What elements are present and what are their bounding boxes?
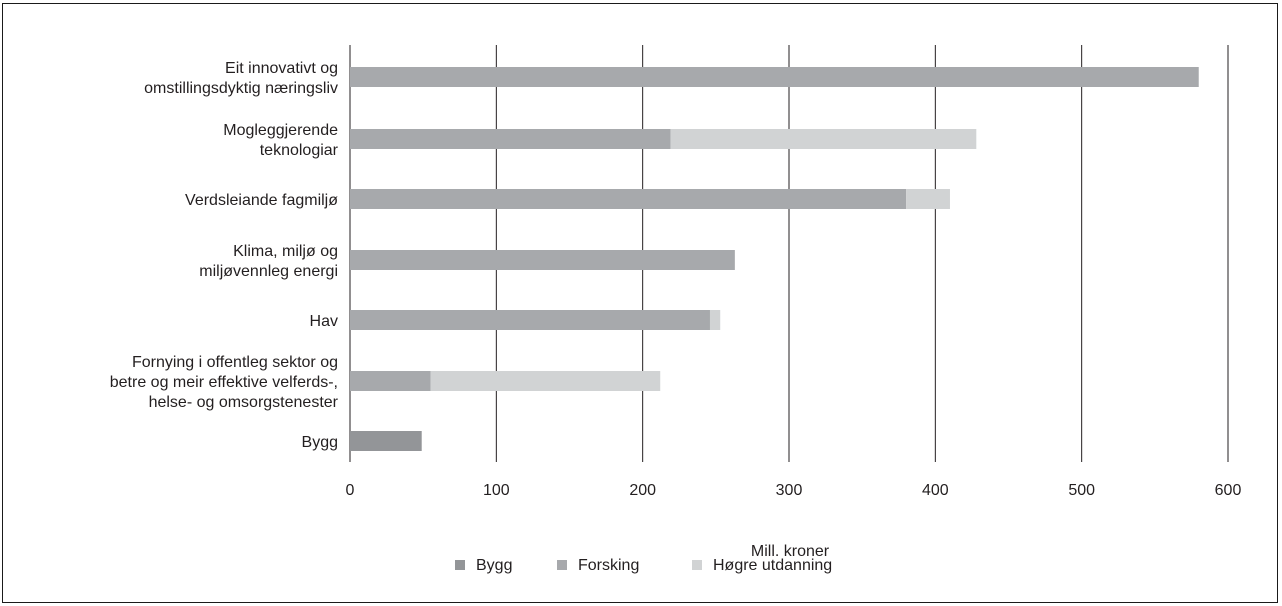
legend-label: Bygg xyxy=(476,557,512,574)
legend-swatch xyxy=(692,560,702,570)
category-label-line: teknologiar xyxy=(260,142,339,159)
x-tick-label: 600 xyxy=(1215,482,1242,499)
category-label-line: Hav xyxy=(310,313,338,330)
category-label: Klima, miljø og miljøvennleg energi xyxy=(199,243,338,280)
category-label-line: omstillingsdyktig næringsliv xyxy=(144,80,338,97)
category-label: Fornying i offentleg sektor og betre og m… xyxy=(110,354,339,411)
category-label-line: Klima, miljø og xyxy=(233,243,338,260)
category-label: Hav xyxy=(310,313,338,330)
x-tick-label: 200 xyxy=(629,482,656,499)
category-label-line: Mogleggjerende xyxy=(223,122,338,139)
x-tick-labels: 0 100 200 300 400 500 600 xyxy=(346,482,1242,499)
legend: Bygg Forsking Høgre utdanning xyxy=(455,557,832,574)
category-label-line: helse- og omsorgstenester xyxy=(149,394,339,411)
x-axis-title: Mill. kroner xyxy=(751,543,830,560)
legend-label: Forsking xyxy=(578,557,639,574)
legend-swatch xyxy=(455,560,465,570)
bar-segment xyxy=(906,189,950,209)
category-label-line: Bygg xyxy=(302,434,338,451)
category-label-line: Verdsleiande fagmiljø xyxy=(185,192,338,209)
category-label-line: miljøvennleg energi xyxy=(199,263,338,280)
x-tick-label: 300 xyxy=(776,482,803,499)
bar-segment xyxy=(430,371,661,391)
category-label: Eit innovativt og omstillingsdyktig nærin… xyxy=(144,60,338,97)
category-label: Verdsleiande fagmiljø xyxy=(185,192,338,209)
legend-label: Høgre utdanning xyxy=(713,557,832,574)
gridlines xyxy=(349,45,1229,462)
category-label-line: Eit innovativt og xyxy=(225,60,338,77)
bars xyxy=(350,67,1199,451)
bar-segment xyxy=(670,129,977,149)
x-tick-label: 0 xyxy=(346,482,355,499)
category-label: Bygg xyxy=(302,434,338,451)
x-tick-label: 500 xyxy=(1068,482,1095,499)
bar-segment xyxy=(350,67,1199,87)
bar-segment xyxy=(350,371,431,391)
category-label-line: betre og meir effektive velferds-, xyxy=(110,374,338,391)
legend-swatch xyxy=(557,560,567,570)
chart-frame xyxy=(2,3,1278,603)
bar-segment xyxy=(350,250,735,270)
x-tick-label: 400 xyxy=(922,482,949,499)
bar-segment xyxy=(709,310,721,330)
bar-segment xyxy=(350,189,907,209)
category-labels: Eit innovativt og omstillingsdyktig nærin… xyxy=(110,60,339,451)
category-label: Mogleggjerende teknologiar xyxy=(223,122,338,159)
bar-segment xyxy=(350,310,710,330)
category-label-line: Fornying i offentleg sektor og xyxy=(132,354,338,371)
bar-segment xyxy=(350,431,422,451)
x-tick-label: 100 xyxy=(483,482,510,499)
bar-segment xyxy=(350,129,671,149)
